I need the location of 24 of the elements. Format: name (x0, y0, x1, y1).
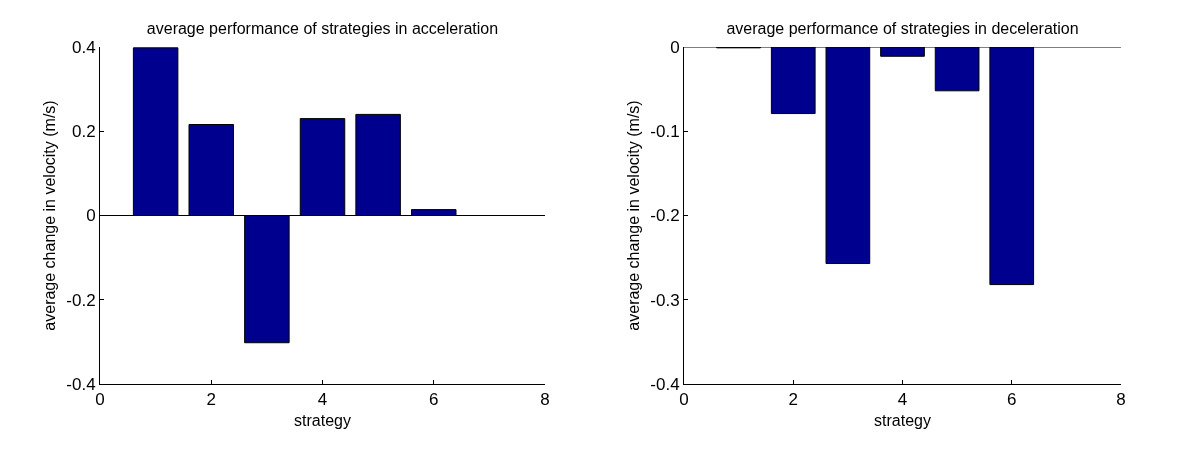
y-tick-label: -0.4 (650, 374, 680, 394)
y-tick-label: -0.4 (66, 374, 96, 394)
chart-title: average performance of strategies in deceleration (726, 20, 1079, 38)
x-tick-label: 4 (897, 390, 908, 410)
y-tick-label: -0.1 (650, 122, 680, 142)
y-tick-label: 0.2 (71, 122, 96, 142)
x-tick-label: 2 (788, 390, 798, 410)
chart-title: average performance of strategies in acceleration (146, 20, 499, 38)
x-axis-title: strategy (294, 412, 351, 430)
y-tick-label: 0.4 (71, 37, 96, 57)
y-axis-title: average change in velocity (m/s) (41, 100, 59, 331)
x-tick-label: 4 (317, 390, 328, 410)
x-tick-label: 6 (1007, 390, 1017, 410)
y-tick-label: 0 (86, 206, 96, 226)
x-tick-label: 2 (206, 390, 216, 410)
y-tick-label: -0.2 (66, 290, 96, 310)
y-tick-label: -0.2 (650, 206, 680, 226)
y-axis-title: average change in velocity (m/s) (625, 100, 643, 331)
y-tick-label: -0.3 (650, 290, 680, 310)
y-tick-label: 0 (670, 37, 680, 57)
x-tick-label: 6 (429, 390, 439, 410)
x-tick-label: 8 (540, 390, 550, 410)
x-tick-label: 8 (1116, 390, 1126, 410)
x-axis-title: strategy (874, 412, 931, 430)
